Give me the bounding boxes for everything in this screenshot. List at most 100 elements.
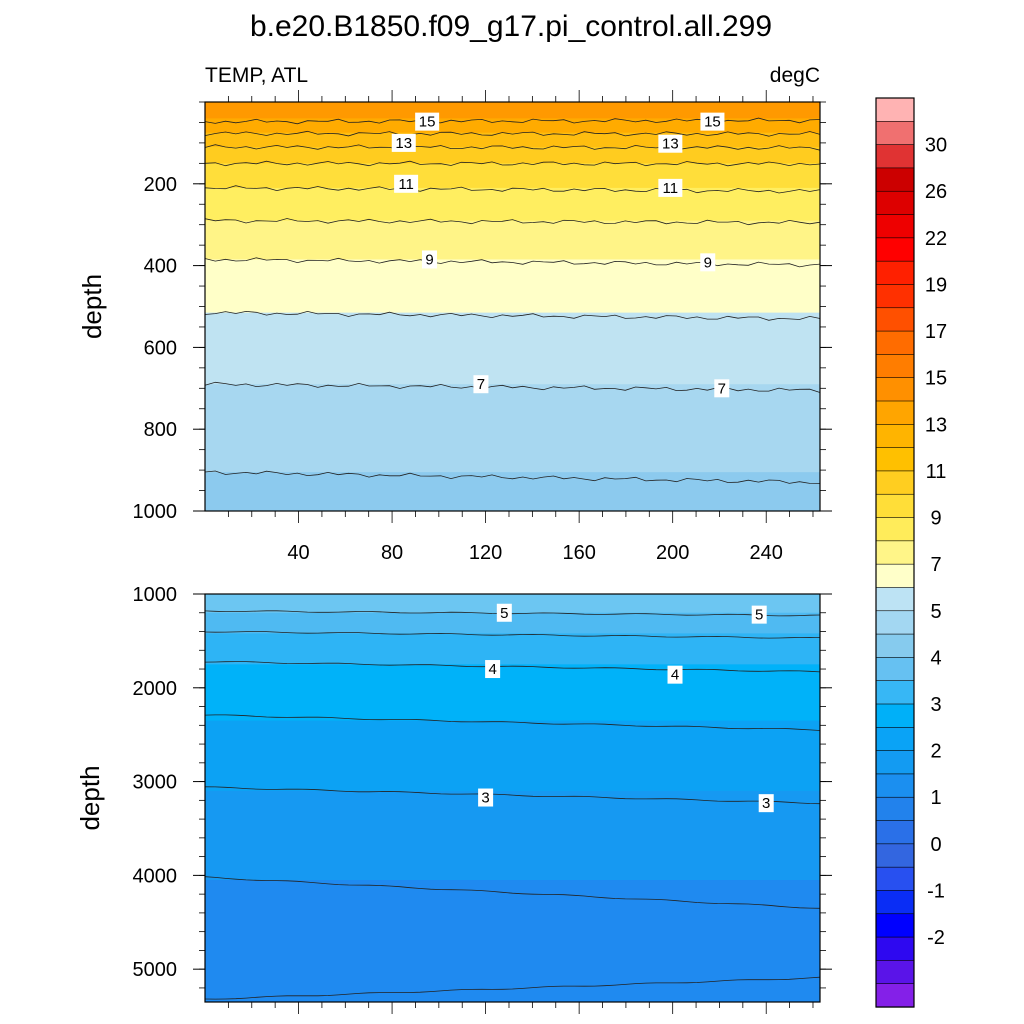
colorbar-swatch [875,540,915,565]
y-tick-label: 1000 [133,501,178,523]
contour-label-box [700,112,725,131]
contour-band-8 [205,259,820,314]
colorbar-swatch [875,820,915,845]
colorbar-swatch [875,190,915,216]
x-tick-label: 40 [287,542,309,564]
colorbar-swatch [875,144,915,169]
contour-line-7 [204,257,821,268]
contour-band-1 [205,102,820,119]
colorbar-swatch [875,97,915,122]
y-tick-label: 5000 [133,959,178,981]
contour-band-5 [205,163,820,189]
contour-band-1 [205,594,820,614]
y-tick-label: 4000 [133,865,178,887]
colorbar-swatch [875,214,915,239]
plot-frame [204,593,821,1003]
colorbar-swatch [875,121,915,146]
colorbar-label: 11 [926,461,947,483]
colorbar-swatch [875,796,915,822]
chart-title: b.e20.B1850.f09_g17.pi_control.all.299 [250,10,772,43]
contour-band-11 [205,472,820,512]
contour-band-10 [205,384,820,473]
colorbar-swatch [875,563,915,589]
lower-panel: 5 5 4 4 3 3 1000 2000 3000 4000 5000 depth [75,584,832,1014]
y-tick-label: 2000 [133,678,178,700]
contour-label: 11 [398,176,414,193]
contour-band-2 [205,612,820,634]
y-tick-label: 200 [144,174,177,196]
colorbar-label: 2 [930,741,941,763]
x-tick-label: 120 [469,542,502,564]
contour-band-6 [205,790,820,881]
colorbar-swatch [875,633,915,658]
units-label: degC [770,64,820,87]
contour-label-box [394,174,419,193]
colorbar-swatch [875,377,915,402]
colorbar-swatch [875,400,915,425]
y-axis-label: depth [75,765,105,830]
colorbar-label: 7 [930,554,941,576]
contour-label-box [658,134,683,153]
contour-line-6 [204,876,821,909]
y-tick-label: 3000 [133,772,178,794]
colorbar-swatch [875,470,915,495]
colorbar-label: 13 [925,414,947,436]
contour-label: 7 [477,376,485,393]
colorbar-swatch [875,983,915,1008]
contour-label-box [700,253,716,272]
contour-line-2 [204,130,821,137]
colorbar-label: 0 [930,834,941,856]
colorbar-swatch [875,866,915,892]
colorbar-label: -2 [927,927,945,949]
colorbar-swatch [875,773,915,798]
colorbar-label: 26 [925,181,947,203]
y-tick-label: 600 [144,337,177,359]
contour-label-box [473,375,489,394]
colorbar-label: 3 [930,694,941,716]
contour-line-3 [204,144,821,151]
contour-label: 5 [500,605,508,622]
contour-label: 7 [718,380,726,397]
colorbar-swatch [875,890,915,915]
upper-panel: 15 15 13 13 11 11 9 9 7 7 200 400 600 800 1000 40 80 120 1… [77,90,832,564]
colorbar-swatch [875,493,915,519]
colorbar-swatch [875,750,915,775]
colorbar-swatch [875,843,915,868]
contour-label: 5 [755,607,763,624]
y-tick-label: 800 [144,419,177,441]
colorbar-swatch [875,167,915,192]
contour-band-7 [205,880,820,1003]
colorbar-swatch [875,960,915,985]
contour-label-box [478,788,494,807]
colorbar-swatch [875,703,915,728]
colorbar-label: 1 [930,787,941,809]
contour-label-box [758,794,774,813]
colorbar-label: 22 [925,228,947,250]
contour-line-2 [204,631,821,639]
colorbar-swatch [875,307,915,332]
contour-band-6 [205,187,820,222]
colorbar-swatch [875,587,915,612]
contour-line-7 [204,976,821,1000]
contour-label-box [714,379,730,398]
x-tick-label: 80 [381,542,403,564]
contour-label-box [751,605,767,624]
y-tick-label: 400 [144,256,177,278]
contour-band-3 [205,633,820,665]
contour-label: 3 [762,795,770,812]
contour-label: 15 [419,114,436,131]
colorbar-swatch [875,610,915,635]
contour-label: 13 [662,136,679,153]
colorbar-label: 17 [925,321,947,343]
contour-label: 13 [395,135,412,152]
contour-band-3 [205,132,820,148]
contour-label: 11 [663,180,679,197]
contour-band-9 [205,312,820,385]
contour-label: 4 [671,667,679,684]
colorbar-swatch [875,284,915,309]
contour-label-box [485,660,501,679]
contour-label-box [658,178,683,197]
x-tick-label: 240 [750,542,783,564]
contour-label-box [667,665,683,684]
